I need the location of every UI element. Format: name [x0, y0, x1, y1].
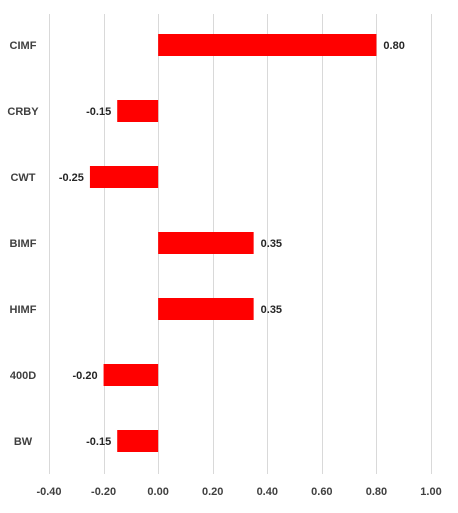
- data-label-400d: -0.20: [72, 370, 97, 382]
- x-tick-label: 0.80: [366, 486, 387, 498]
- bar-himf: [158, 298, 254, 320]
- x-axis-tick-labels: -0.40 -0.20 0.00 0.20 0.40 0.60 0.80 1.00: [36, 486, 441, 498]
- category-label-cimf: CIMF: [10, 40, 37, 52]
- data-label-bimf: 0.35: [261, 238, 282, 250]
- bars: [89, 34, 377, 452]
- bar-cwt: [89, 166, 159, 188]
- bar-400d: [103, 364, 159, 386]
- bar-bw: [117, 430, 159, 452]
- x-tick-label: -0.40: [36, 486, 61, 498]
- data-label-crby: -0.15: [86, 106, 111, 118]
- x-tick-label: 1.00: [420, 486, 441, 498]
- bar-bimf: [158, 232, 254, 254]
- category-label-cwt: CWT: [10, 172, 35, 184]
- category-label-crby: CRBY: [7, 106, 39, 118]
- category-label-himf: HIMF: [10, 304, 37, 316]
- x-tick-label: -0.20: [91, 486, 116, 498]
- data-labels: 0.80 -0.15 -0.25 0.35 0.35 -0.20 -0.15: [59, 40, 405, 448]
- category-labels: CIMF CRBY CWT BIMF HIMF 400D BW: [7, 40, 39, 448]
- x-tick-label: 0.40: [257, 486, 278, 498]
- x-tick-label: 0.60: [311, 486, 332, 498]
- data-label-bw: -0.15: [86, 436, 111, 448]
- category-label-bimf: BIMF: [10, 238, 37, 250]
- category-label-bw: BW: [14, 436, 33, 448]
- x-tick-label: 0.00: [147, 486, 168, 498]
- data-label-cwt: -0.25: [59, 172, 84, 184]
- data-label-cimf: 0.80: [383, 40, 404, 52]
- data-label-himf: 0.35: [261, 304, 282, 316]
- bar-cimf: [158, 34, 377, 56]
- bar-crby: [117, 100, 159, 122]
- category-label-400d: 400D: [10, 370, 36, 382]
- x-tick-label: 0.20: [202, 486, 223, 498]
